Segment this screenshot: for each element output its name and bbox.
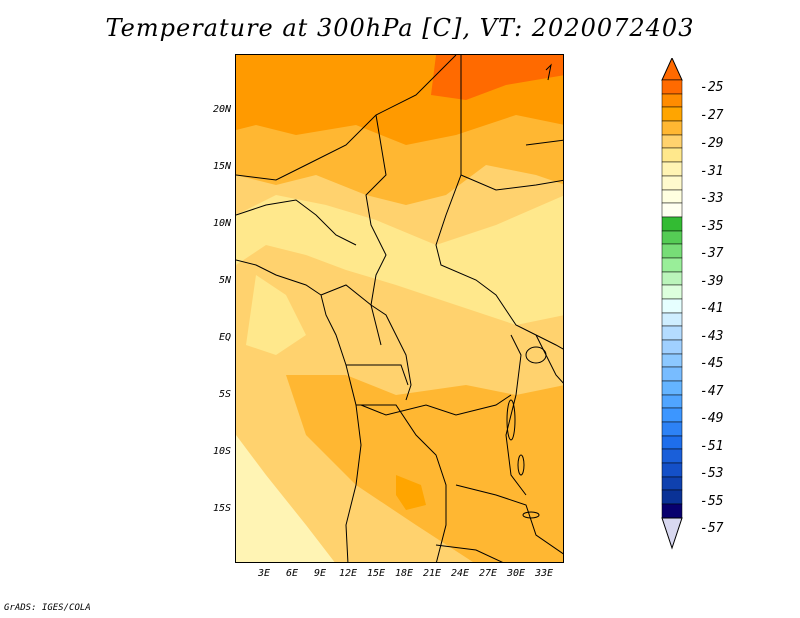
legend-label: -47 <box>700 384 724 399</box>
legend-label: -51 <box>700 439 724 454</box>
legend-swatch <box>661 257 683 273</box>
legend-swatch <box>661 93 683 108</box>
legend-label: -39 <box>700 274 724 289</box>
legend-swatch <box>661 366 683 382</box>
y-tick-label: 5S <box>218 389 231 400</box>
legend-swatch <box>661 421 683 437</box>
legend-label: -45 <box>700 356 724 371</box>
legend-label: -55 <box>700 494 724 509</box>
legend-swatch <box>661 476 683 491</box>
legend-swatch <box>661 312 683 327</box>
legend-swatch <box>661 503 683 519</box>
legend-swatch <box>661 353 683 368</box>
legend-swatch <box>661 462 683 478</box>
legend-top-arrow <box>661 58 683 81</box>
legend-swatch <box>661 448 683 464</box>
x-tick-label: 12E <box>338 568 358 579</box>
legend-swatch <box>661 339 683 355</box>
legend-swatch <box>661 106 683 122</box>
x-tick-label: 21E <box>422 568 442 579</box>
x-tick-label: 3E <box>257 568 271 579</box>
x-tick-label: 9E <box>313 568 327 579</box>
field-band-27-patch <box>396 475 426 510</box>
x-tick-label: 15E <box>366 568 386 579</box>
field-band-33-north <box>236 195 563 325</box>
field-band-29-south <box>286 375 563 562</box>
legend-swatch <box>661 202 683 218</box>
y-tick-label: 10N <box>212 218 231 229</box>
x-tick-label: 6E <box>285 568 299 579</box>
legend-swatch <box>661 230 683 245</box>
legend-label: -33 <box>700 191 724 206</box>
legend-label: -31 <box>700 164 724 179</box>
map-panel <box>235 54 564 563</box>
legend-label: -25 <box>700 80 724 95</box>
x-tick-label: 18E <box>394 568 414 579</box>
legend-swatch <box>661 435 683 450</box>
field-band-25 <box>431 55 563 100</box>
legend-swatch <box>661 175 683 191</box>
y-tick-label: 15N <box>212 161 231 172</box>
x-tick-label: 24E <box>450 568 470 579</box>
country-borders <box>236 55 563 562</box>
x-tick-label: 27E <box>478 568 498 579</box>
legend-label: -53 <box>700 466 724 481</box>
legend-swatch <box>661 380 683 396</box>
map-title: Temperature at 300hPa [C], VT: 202007240… <box>105 14 695 42</box>
lake-outlines <box>506 346 547 519</box>
legend-swatch <box>661 243 683 259</box>
legend-swatch <box>661 189 683 204</box>
legend-swatch <box>661 284 683 300</box>
legend-label: -49 <box>700 411 724 426</box>
x-tick-label: 33E <box>534 568 554 579</box>
legend-label: -37 <box>700 246 724 261</box>
legend-swatch <box>661 325 683 341</box>
legend-swatch <box>661 407 683 423</box>
legend-label: -57 <box>700 521 724 536</box>
field-band-33-west <box>246 275 306 355</box>
legend-swatch <box>661 216 683 232</box>
legend-label: -43 <box>700 329 724 344</box>
y-tick-label: 10S <box>212 446 231 457</box>
y-tick-label: 15S <box>212 503 231 514</box>
legend-swatch <box>661 394 683 409</box>
field-band-35-southwest <box>236 435 335 562</box>
temperature-map <box>236 55 563 562</box>
legend-label: -35 <box>700 219 724 234</box>
legend-swatch <box>661 271 683 286</box>
legend-swatch <box>661 79 683 95</box>
legend-swatch <box>661 489 683 505</box>
legend-bottom-arrow <box>661 517 683 550</box>
y-tick-label: EQ <box>218 332 231 343</box>
y-tick-label: 20N <box>212 104 231 115</box>
legend-label: -27 <box>700 108 724 123</box>
legend-swatch <box>661 161 683 177</box>
legend-label: -29 <box>700 136 724 151</box>
legend-label: -41 <box>700 301 724 316</box>
legend-swatch <box>661 134 683 149</box>
color-legend-bar <box>661 58 683 550</box>
legend-swatch <box>661 120 683 136</box>
x-tick-label: 30E <box>506 568 526 579</box>
software-credit: GrADS: IGES/COLA <box>4 603 91 613</box>
legend-swatch <box>661 147 683 163</box>
y-tick-label: 5N <box>218 275 231 286</box>
legend-swatch <box>661 298 683 314</box>
